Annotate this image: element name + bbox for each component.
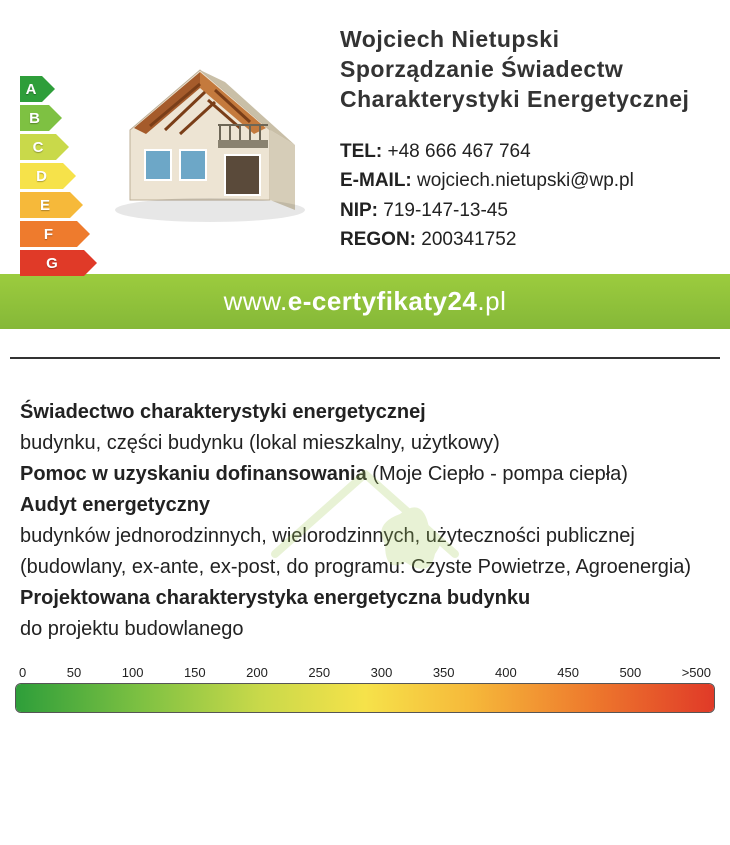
- service-line: Świadectwo charakterystyki energetycznej: [20, 397, 710, 428]
- scale-tick: 450: [557, 665, 579, 680]
- rating-row-c: C: [20, 133, 97, 161]
- rating-arrow-icon: [70, 192, 83, 218]
- rating-arrow-icon: [84, 250, 97, 276]
- service-text-bold: Pomoc w uzyskaniu dofinansowania: [20, 463, 367, 485]
- nip-value: 719-147-13-45: [383, 200, 508, 221]
- contact-block: Wojciech Nietupski Sporządzanie Świadect…: [340, 20, 710, 254]
- scale-tick-labels: 0 50 100 150 200 250 300 350 400 450 500 >500: [15, 665, 715, 683]
- service-text-bold: Projektowana charakterystyka energetyczn…: [20, 587, 530, 609]
- nip-label: NIP:: [340, 200, 378, 221]
- rating-row-d: D: [20, 162, 97, 190]
- rating-row-e: E: [20, 191, 97, 219]
- service-text: (Moje Ciepło - pompa ciepła): [367, 463, 628, 485]
- rating-letter: C: [20, 134, 56, 160]
- email-row: E-MAIL: wojciech.nietupski@wp.pl: [340, 166, 710, 195]
- scale-tick: 350: [433, 665, 455, 680]
- service-text-bold: Świadectwo charakterystyki energetycznej: [20, 401, 426, 423]
- scale-gradient: [16, 684, 714, 712]
- scale-tick: 100: [122, 665, 144, 680]
- scale-tick: 200: [246, 665, 268, 680]
- regon-row: REGON: 200341752: [340, 225, 710, 254]
- logo-area: ABCDEFG: [20, 20, 320, 240]
- scale-tick: >500: [682, 665, 711, 680]
- service-line: budynków jednorodzinnych, wielorodzinnyc…: [20, 521, 710, 552]
- rating-row-g: G: [20, 249, 97, 277]
- energy-rating-arrows: ABCDEFG: [20, 75, 97, 278]
- rating-arrow-icon: [77, 221, 90, 247]
- rating-letter: G: [20, 250, 84, 276]
- contact-details: TEL: +48 666 467 764 E-MAIL: wojciech.ni…: [340, 137, 710, 255]
- service-text-bold: Audyt energetyczny: [20, 494, 210, 516]
- scale-bar: [15, 683, 715, 713]
- services-block: Świadectwo charakterystyki energetycznej…: [0, 359, 730, 665]
- scale-tick: 50: [67, 665, 81, 680]
- scale-tick: 150: [184, 665, 206, 680]
- rating-arrow-icon: [49, 105, 62, 131]
- rating-arrow-icon: [56, 134, 69, 160]
- rating-row-a: A: [20, 75, 97, 103]
- rating-letter: D: [20, 163, 63, 189]
- energy-scale: 0 50 100 150 200 250 300 350 400 450 500 >500: [0, 665, 730, 733]
- scale-tick: 250: [308, 665, 330, 680]
- service-line: budynku, części budynku (lokal mieszkaln…: [20, 428, 710, 459]
- rating-arrow-icon: [63, 163, 76, 189]
- scale-tick: 400: [495, 665, 517, 680]
- url-bar: www.e-certyfikaty24.pl: [0, 274, 730, 329]
- rating-letter: A: [20, 76, 42, 102]
- service-line: Pomoc w uzyskaniu dofinansowania (Moje C…: [20, 459, 710, 490]
- contact-tagline-2: Charakterystyki Energetycznej: [340, 85, 710, 115]
- rating-letter: E: [20, 192, 70, 218]
- email-value: wojciech.nietupski@wp.pl: [417, 170, 634, 191]
- header-section: ABCDEFG: [0, 0, 730, 264]
- service-line: do projektu budowlanego: [20, 614, 710, 645]
- contact-name: Wojciech Nietupski: [340, 25, 710, 55]
- url-main: e-certyfikaty24: [288, 286, 478, 316]
- regon-value: 200341752: [421, 229, 516, 250]
- url-prefix: www.: [224, 286, 288, 316]
- email-label: E-MAIL:: [340, 170, 412, 191]
- rating-letter: F: [20, 221, 77, 247]
- contact-tagline-1: Sporządzanie Świadectw: [340, 55, 710, 85]
- scale-tick: 500: [619, 665, 641, 680]
- url-suffix: .pl: [477, 286, 506, 316]
- service-line: Audyt energetyczny: [20, 490, 710, 521]
- rating-arrow-icon: [42, 76, 55, 102]
- service-line: (budowlany, ex-ante, ex-post, do program…: [20, 552, 710, 583]
- nip-row: NIP: 719-147-13-45: [340, 196, 710, 225]
- tel-value: +48 666 467 764: [388, 141, 531, 162]
- rating-row-f: F: [20, 220, 97, 248]
- rating-row-b: B: [20, 104, 97, 132]
- house-illustration: [90, 30, 310, 230]
- scale-tick: 0: [19, 665, 26, 680]
- regon-label: REGON:: [340, 229, 416, 250]
- service-line: Projektowana charakterystyka energetyczn…: [20, 583, 710, 614]
- tel-row: TEL: +48 666 467 764: [340, 137, 710, 166]
- scale-tick: 300: [371, 665, 393, 680]
- tel-label: TEL:: [340, 141, 382, 162]
- rating-letter: B: [20, 105, 49, 131]
